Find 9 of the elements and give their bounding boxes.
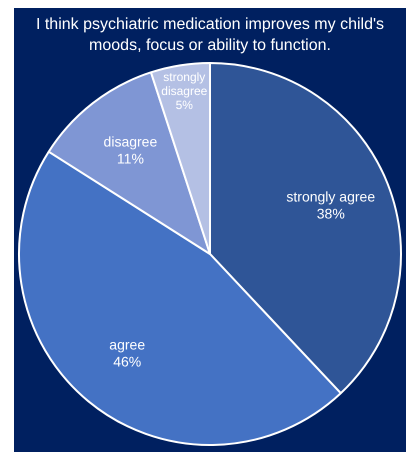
- data-label: 11%: [116, 150, 144, 167]
- slice-label: agree: [109, 336, 146, 352]
- data-label: 5%: [176, 98, 194, 112]
- chart-title: I think psychiatric medication improves my child's moods, focus or ability to function.: [34, 15, 386, 56]
- slice-label: disagree: [104, 134, 158, 150]
- data-label: 46%: [113, 353, 142, 370]
- slice-label: strongly agree: [286, 188, 376, 205]
- slice-label: strongly disagree: [161, 70, 208, 98]
- data-label: 38%: [316, 206, 345, 222]
